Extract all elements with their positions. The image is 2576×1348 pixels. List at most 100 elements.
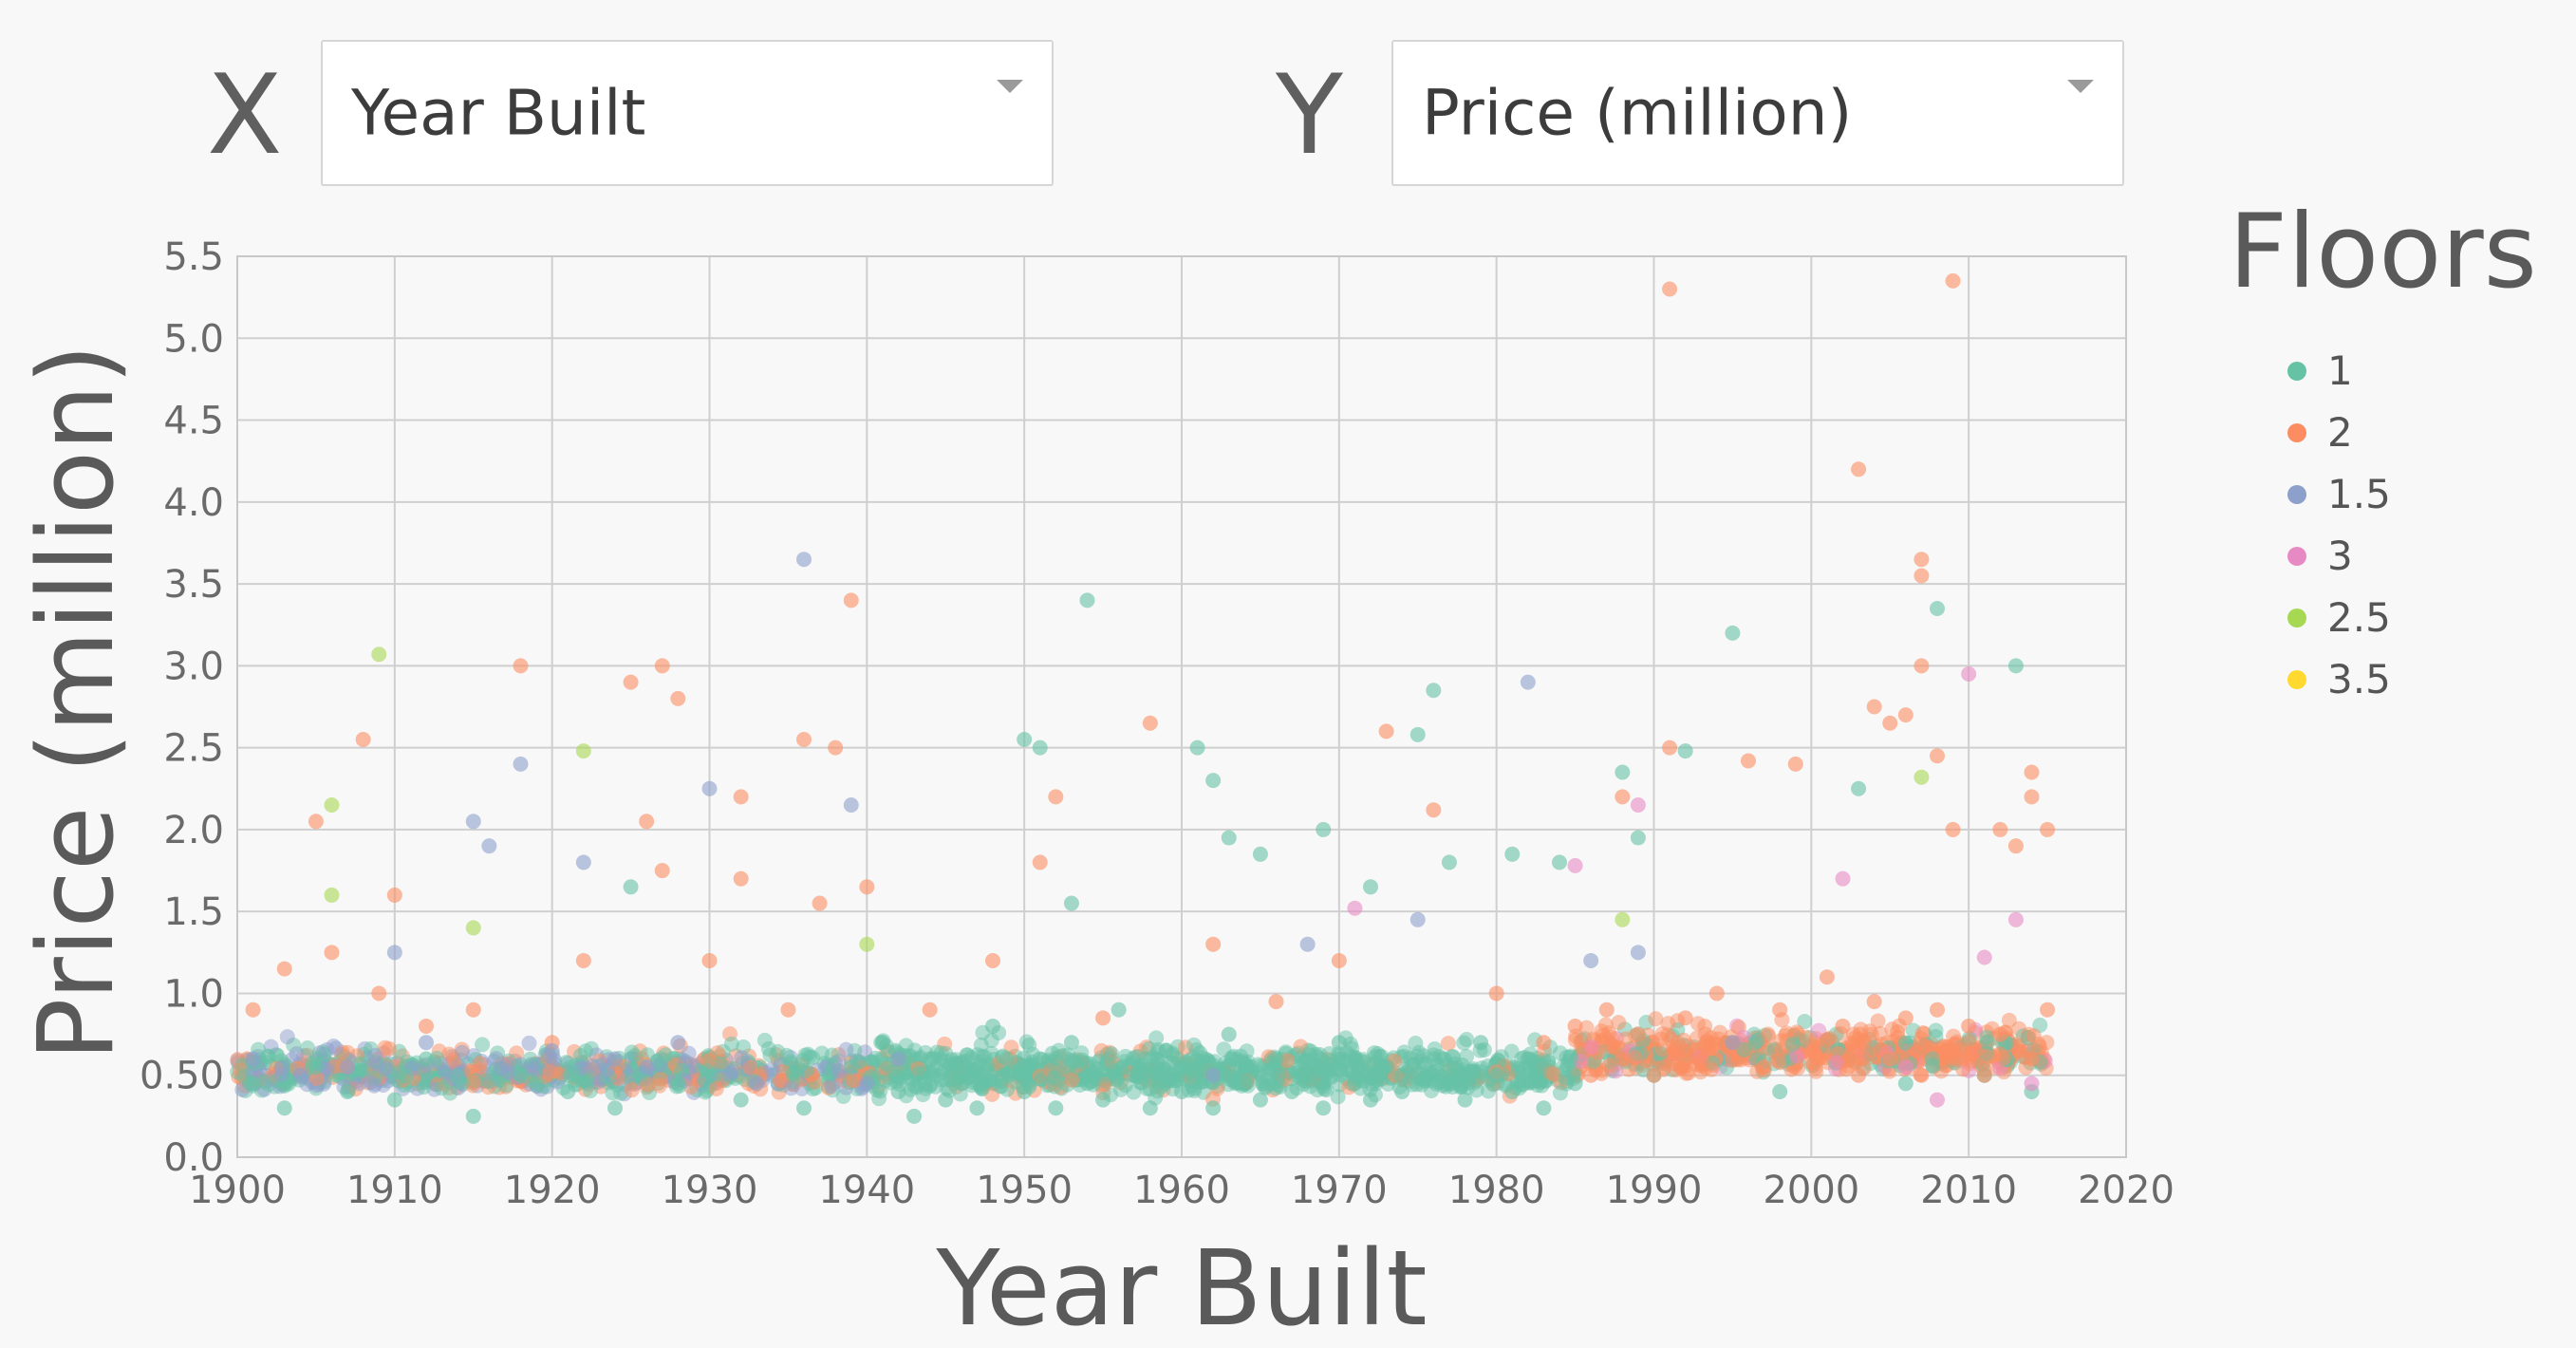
scatter-point	[1652, 1031, 1669, 1047]
scatter-point	[386, 1092, 402, 1108]
y-tick-label: 1.5	[163, 890, 224, 934]
scatter-point	[1797, 1014, 1813, 1030]
scatter-point	[582, 1082, 598, 1098]
scatter-point	[733, 871, 749, 887]
scatter-point	[419, 1035, 434, 1051]
scatter-point	[1426, 1051, 1442, 1067]
scatter-point	[824, 1047, 840, 1063]
scatter-point	[1299, 1067, 1316, 1083]
scatter-point	[2001, 1012, 2017, 1028]
scatter-point	[2024, 1076, 2040, 1092]
legend-item[interactable]: 3.5	[2287, 648, 2391, 710]
scatter-point	[1851, 1041, 1867, 1058]
scatter-point	[1662, 740, 1678, 756]
scatter-point	[419, 1051, 434, 1067]
chevron-down-icon	[997, 80, 1023, 93]
scatter-point	[1961, 665, 1977, 682]
scatter-point	[1063, 1035, 1079, 1051]
scatter-point	[824, 1078, 840, 1095]
scatter-point	[386, 887, 402, 903]
legend-item[interactable]: 2	[2287, 402, 2391, 463]
scatter-point	[969, 1100, 985, 1116]
y-tick-label: 5.0	[163, 317, 224, 361]
scatter-point	[558, 1055, 574, 1071]
scatter-point	[1828, 1055, 1844, 1071]
legend-item[interactable]: 1.5	[2287, 463, 2391, 525]
scatter-point	[465, 1108, 481, 1124]
scatter-point	[1567, 1018, 1583, 1034]
legend-swatch	[2287, 484, 2306, 504]
series-2.5	[324, 646, 1930, 952]
scatter-point	[798, 1062, 814, 1078]
scatter-point	[465, 1074, 481, 1090]
scatter-point	[1615, 764, 1631, 780]
plot-frame	[236, 255, 2127, 1158]
scatter-point	[1630, 945, 1646, 961]
scatter-point	[1402, 1050, 1418, 1066]
scatter-point	[812, 895, 828, 911]
scatter-point	[1185, 1037, 1202, 1053]
scatter-point	[1583, 1067, 1599, 1083]
scatter-point	[276, 961, 292, 977]
scatter-point	[1424, 1067, 1440, 1083]
scatter-point	[355, 1062, 371, 1078]
scatter-point	[1787, 756, 1803, 772]
scatter-point	[1736, 1041, 1752, 1058]
scatter-point	[521, 1035, 537, 1051]
scatter-point	[796, 552, 812, 568]
scatter-point	[1930, 1092, 1945, 1108]
scatter-point	[708, 1080, 724, 1096]
scatter-point	[1976, 949, 1992, 965]
legend-title: Floors	[2229, 193, 2537, 311]
scatter-point	[1032, 740, 1048, 756]
scatter-point	[995, 1048, 1011, 1064]
scatter-point	[2024, 764, 2040, 780]
scatter-point	[906, 1078, 923, 1095]
x-axis-dropdown[interactable]: Year Built	[321, 40, 1054, 186]
scatter-point	[1460, 1079, 1476, 1095]
scatter-point	[785, 1066, 801, 1082]
scatter-point	[1243, 1063, 1260, 1079]
scatter-point	[1583, 952, 1599, 968]
legend-item[interactable]: 1	[2287, 340, 2391, 402]
scatter-point	[1567, 857, 1583, 873]
scatter-point	[1363, 879, 1378, 895]
scatter-point	[843, 592, 859, 608]
scatter-point	[493, 1060, 509, 1077]
x-tick-label: 1950	[976, 1169, 1073, 1212]
scatter-point	[1897, 1076, 1913, 1092]
y-tick-label: 2.5	[163, 727, 224, 771]
scatter-point	[1048, 1100, 1064, 1116]
y-axis-dropdown[interactable]: Price (million)	[1391, 40, 2124, 186]
scatter-point	[1127, 1067, 1143, 1083]
scatter-point	[1583, 1039, 1599, 1056]
scatter-point	[416, 1079, 432, 1095]
scatter-point	[392, 1064, 408, 1080]
scatter-point	[308, 1059, 324, 1076]
x-tick-label: 2000	[1763, 1169, 1859, 1212]
scatter-point	[1008, 1055, 1024, 1071]
scatter-point	[1408, 1036, 1424, 1052]
y-tick-label: 3.5	[163, 563, 224, 607]
legend-item[interactable]: 2.5	[2287, 587, 2391, 648]
scatter-point	[1536, 1035, 1552, 1051]
scatter-point	[1772, 1002, 1788, 1018]
scatter-point	[1439, 1057, 1455, 1073]
legend-item[interactable]: 3	[2287, 525, 2391, 587]
scatter-point	[1803, 1042, 1820, 1058]
scatter-point	[607, 1051, 623, 1067]
scatter-point	[1835, 1018, 1851, 1034]
scatter-point	[276, 1100, 292, 1116]
x-axis-title: Year Built	[935, 1227, 1427, 1348]
scatter-point	[542, 1064, 558, 1080]
scatter-point	[1945, 272, 1961, 289]
legend-swatch	[2287, 669, 2306, 689]
scatter-point	[1605, 1039, 1621, 1056]
scatter-point	[1331, 952, 1347, 968]
scatter-point	[1708, 985, 1725, 1002]
scatter-point	[1978, 1048, 1994, 1064]
scatter-point	[1409, 726, 1426, 742]
scatter-point	[1205, 773, 1222, 789]
scatter-point	[2007, 838, 2024, 854]
